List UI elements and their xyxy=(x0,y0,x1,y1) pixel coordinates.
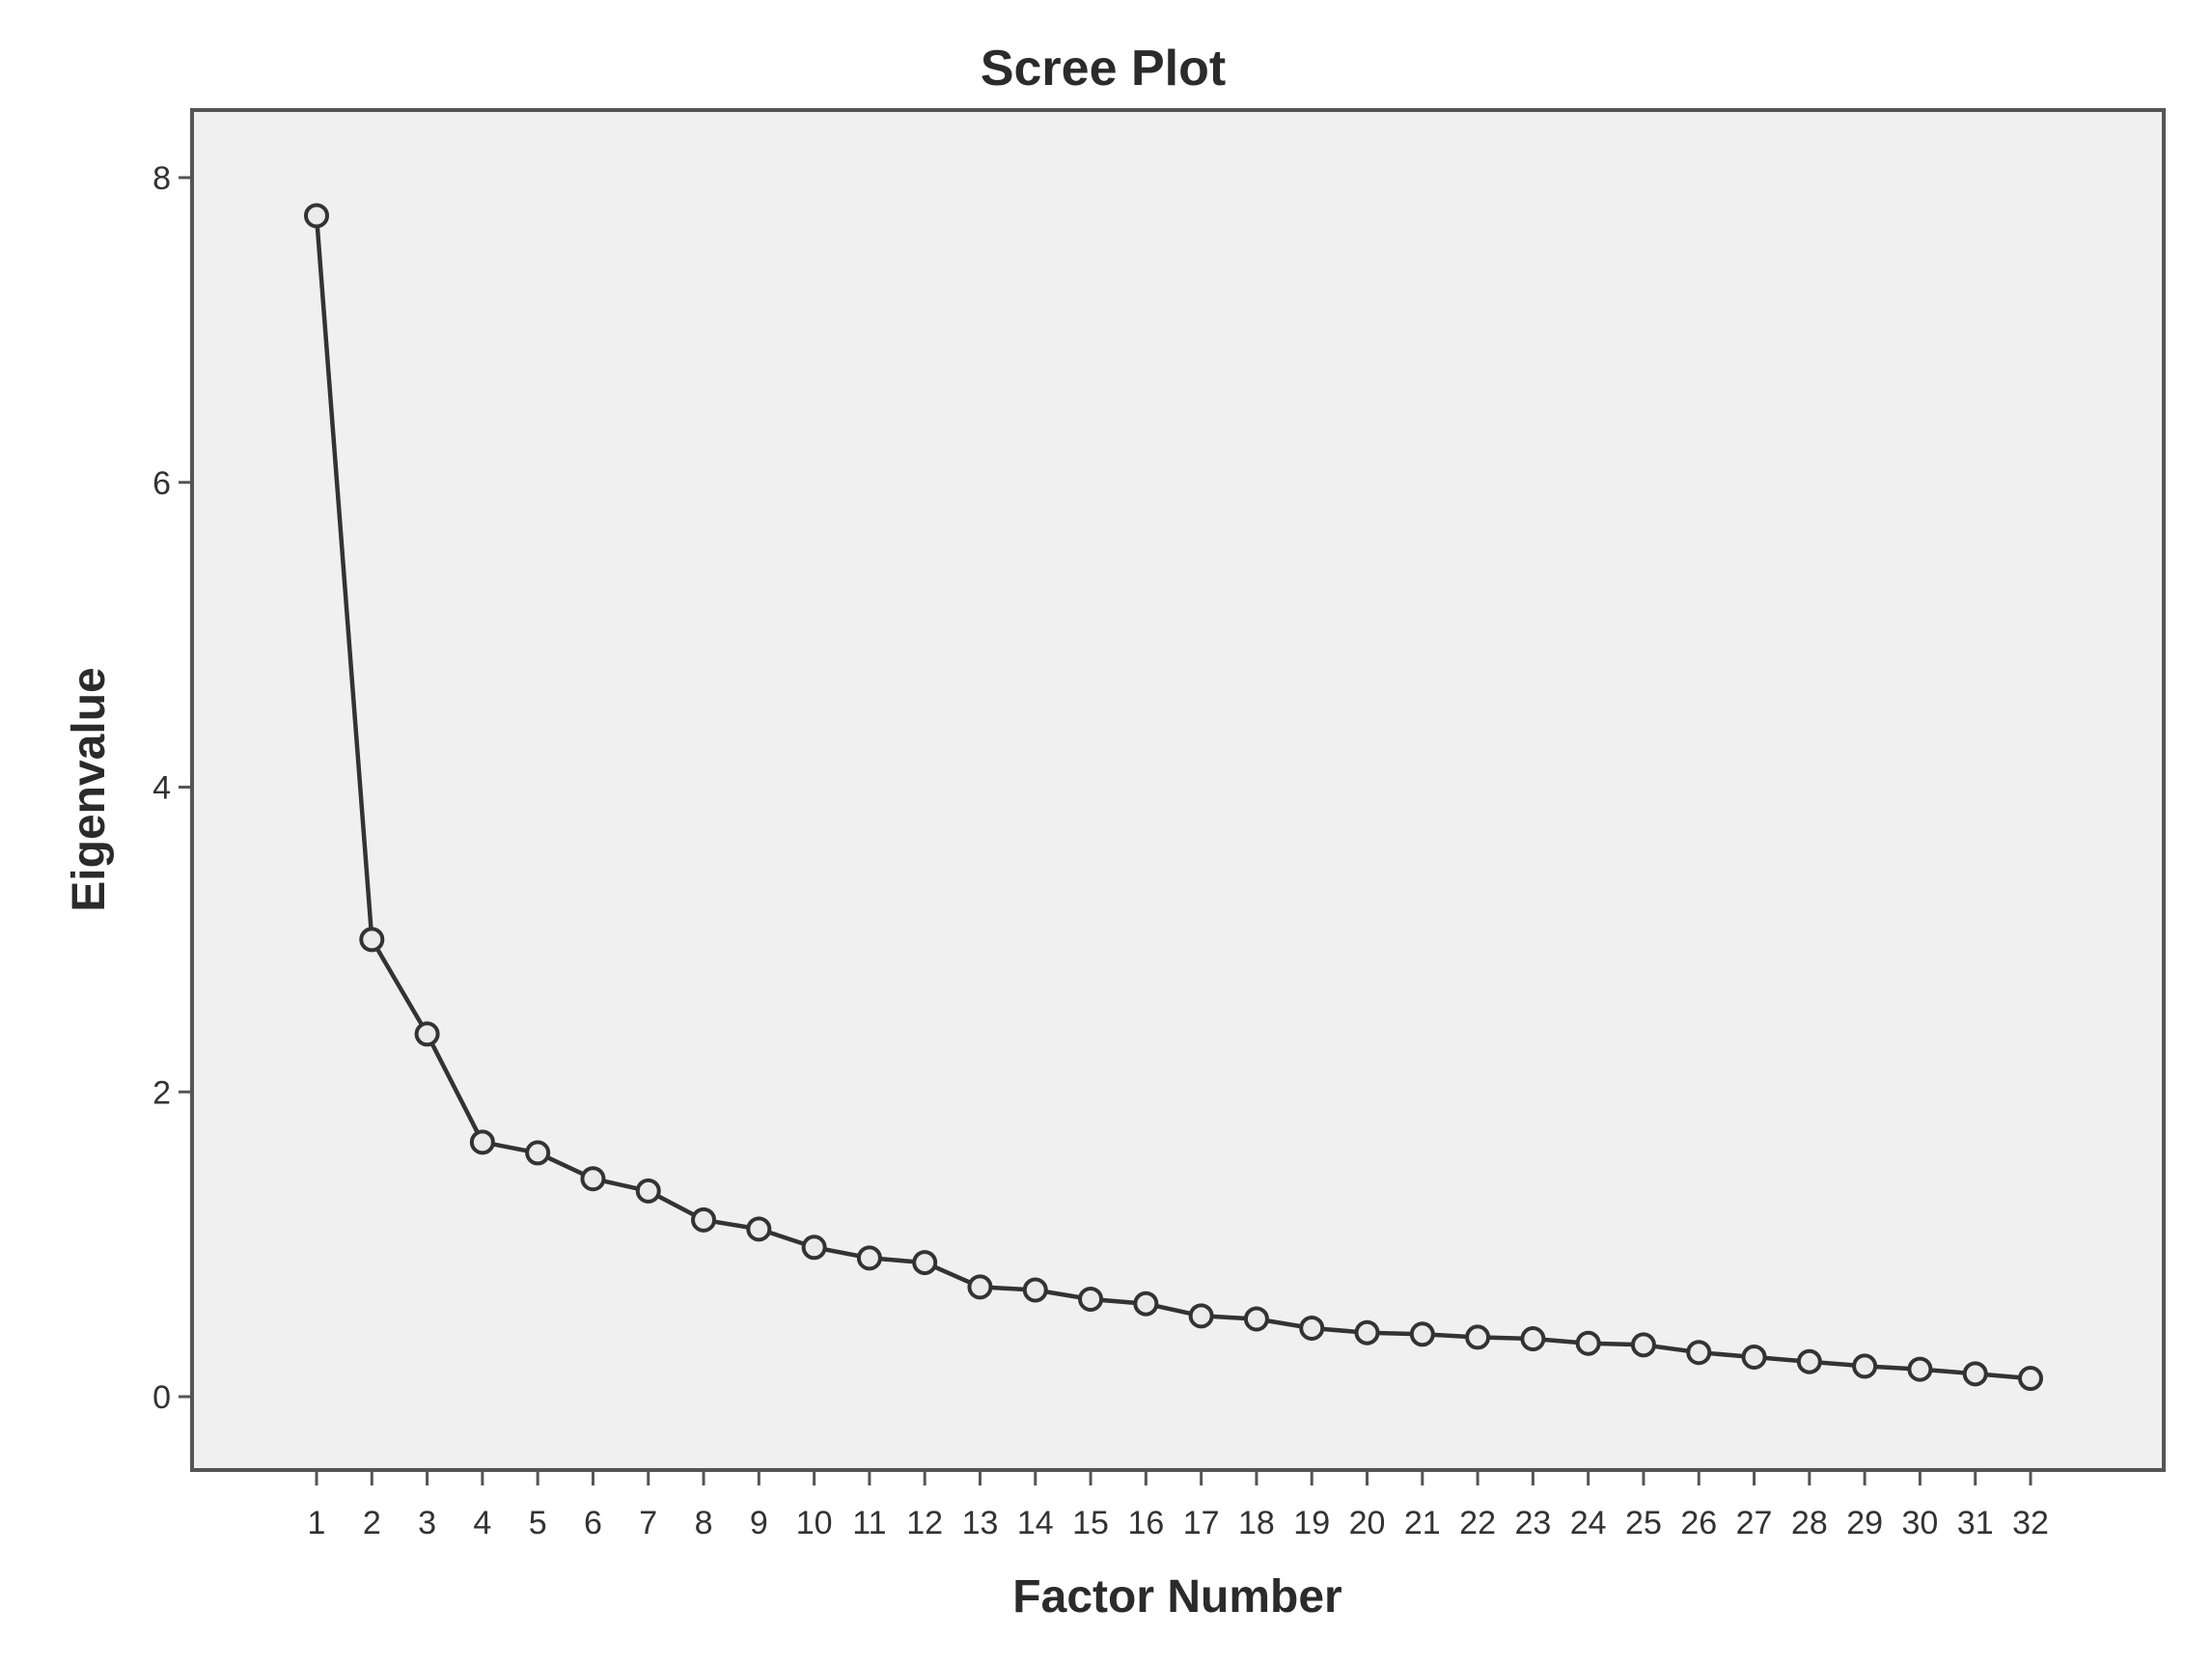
data-point xyxy=(1354,1319,1380,1346)
data-point xyxy=(359,927,385,953)
x-tick-label: 11 xyxy=(852,1505,886,1541)
data-points xyxy=(304,203,2043,1392)
x-axis-label: Factor Number xyxy=(1012,1571,1341,1623)
x-tick-label: 31 xyxy=(1957,1505,1994,1541)
x-tick-label: 20 xyxy=(1349,1505,1386,1541)
x-tick-label: 24 xyxy=(1570,1505,1607,1541)
data-point xyxy=(1852,1353,1878,1379)
x-tick-label: 7 xyxy=(639,1505,657,1541)
data-point xyxy=(801,1235,827,1261)
x-tick-label: 32 xyxy=(2012,1505,2049,1541)
x-tick-label: 18 xyxy=(1238,1505,1275,1541)
data-point xyxy=(1962,1361,1988,1387)
data-point xyxy=(1465,1324,1491,1350)
x-axis-ticks: 1 2 3 4 5 6 7 8 9 10 11 12 13 14 15 16 17 18 19 20 21 22 23 24 2… xyxy=(308,1470,2049,1541)
x-tick-label: 4 xyxy=(473,1505,491,1541)
data-point xyxy=(525,1140,551,1166)
x-tick-label: 1 xyxy=(308,1505,326,1541)
data-point xyxy=(1741,1344,1767,1370)
x-tick-label: 12 xyxy=(906,1505,943,1541)
data-point xyxy=(746,1216,772,1242)
x-tick-label: 8 xyxy=(695,1505,713,1541)
data-point xyxy=(1188,1303,1214,1329)
data-point xyxy=(1243,1306,1269,1332)
data-point xyxy=(304,203,329,229)
data-point xyxy=(967,1274,993,1300)
x-tick-label: 9 xyxy=(750,1505,768,1541)
x-tick-label: 23 xyxy=(1514,1505,1551,1541)
data-point xyxy=(1630,1332,1656,1358)
y-axis-ticks: 0 2 4 6 8 xyxy=(152,160,192,1416)
data-point xyxy=(1078,1286,1104,1312)
y-tick-label: 0 xyxy=(152,1379,171,1416)
data-point xyxy=(691,1207,717,1233)
y-tick-label: 4 xyxy=(152,770,171,807)
x-tick-label: 2 xyxy=(363,1505,381,1541)
x-tick-label: 15 xyxy=(1072,1505,1109,1541)
data-point xyxy=(1907,1356,1933,1382)
x-tick-label: 21 xyxy=(1404,1505,1441,1541)
y-tick-label: 6 xyxy=(152,465,171,502)
data-point xyxy=(1022,1277,1048,1303)
x-tick-label: 27 xyxy=(1736,1505,1773,1541)
x-tick-label: 19 xyxy=(1293,1505,1330,1541)
data-point xyxy=(580,1166,606,1192)
data-point xyxy=(912,1250,938,1276)
chart-title: Scree Plot xyxy=(981,41,1226,97)
data-point xyxy=(414,1021,440,1047)
data-point xyxy=(1796,1348,1822,1374)
data-point xyxy=(1520,1326,1546,1352)
x-tick-label: 22 xyxy=(1459,1505,1496,1541)
x-tick-label: 14 xyxy=(1017,1505,1054,1541)
x-tick-label: 13 xyxy=(962,1505,999,1541)
plot-area xyxy=(190,108,2166,1472)
data-point xyxy=(469,1129,495,1155)
data-point xyxy=(1299,1315,1325,1341)
y-tick-label: 8 xyxy=(152,160,171,197)
data-point xyxy=(1575,1330,1601,1356)
x-tick-label: 5 xyxy=(529,1505,547,1541)
x-tick-label: 28 xyxy=(1791,1505,1828,1541)
data-point xyxy=(2018,1366,2043,1392)
x-tick-label: 29 xyxy=(1846,1505,1883,1541)
x-tick-label: 10 xyxy=(796,1505,833,1541)
x-tick-label: 26 xyxy=(1680,1505,1717,1541)
data-point xyxy=(1686,1340,1712,1366)
x-tick-label: 30 xyxy=(1902,1505,1939,1541)
data-point xyxy=(1133,1290,1159,1317)
y-axis-label: Eigenvalue xyxy=(64,667,115,911)
data-point xyxy=(635,1178,661,1204)
x-tick-label: 3 xyxy=(418,1505,436,1541)
data-point xyxy=(856,1245,882,1271)
x-tick-label: 16 xyxy=(1127,1505,1164,1541)
x-tick-label: 17 xyxy=(1183,1505,1220,1541)
data-point xyxy=(1409,1321,1435,1347)
y-tick-label: 2 xyxy=(152,1074,171,1111)
x-tick-label: 6 xyxy=(584,1505,602,1541)
x-tick-label: 25 xyxy=(1625,1505,1662,1541)
